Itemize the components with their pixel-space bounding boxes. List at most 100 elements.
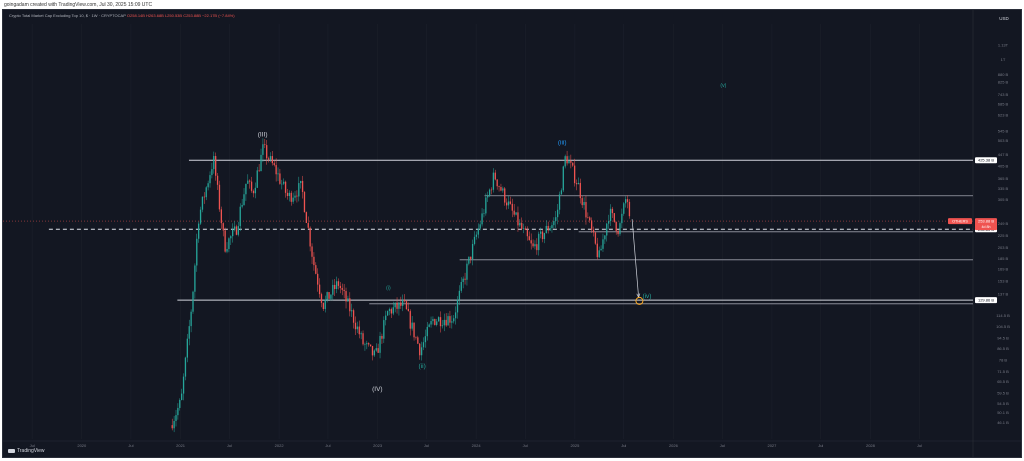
price-tick-label: 1T <box>1001 57 1006 62</box>
candle-body <box>530 240 532 244</box>
price-tick-label: 46.1 B <box>997 420 1009 425</box>
candle-body <box>392 307 394 314</box>
candle-body <box>334 284 336 290</box>
price-tick-label: 59.5 B <box>997 391 1009 396</box>
candle-body <box>403 300 406 302</box>
price-chart[interactable]: USD 1.13T 1T 880 B 825 B 743 B 685 B 623 B 545 B… <box>3 10 1022 458</box>
price-tick-label: 365 B <box>998 176 1009 181</box>
candle-body <box>547 225 549 231</box>
currency-label[interactable]: USD <box>999 16 1009 21</box>
symbol-tag-label: OTHERS <box>952 220 968 224</box>
candle-body <box>426 326 428 337</box>
candle-body <box>556 209 559 218</box>
candle-body <box>405 301 408 310</box>
candle-body <box>528 236 530 241</box>
candle-body <box>604 235 606 240</box>
symbol-legend[interactable]: Crypto Total Market Cap Excluding Top 10… <box>9 13 235 18</box>
candle-body <box>417 337 419 344</box>
price-tick-label: 71.5 B <box>997 369 1009 374</box>
candle-body <box>490 189 493 191</box>
candle-body <box>494 172 496 180</box>
candle-body <box>560 190 563 195</box>
candle-body <box>498 186 500 187</box>
candle-body <box>371 346 374 356</box>
candle-body <box>511 203 513 211</box>
tradingview-logo-icon <box>8 448 15 453</box>
candle-body <box>303 192 306 213</box>
current-price-tag <box>975 218 997 231</box>
candle-body <box>381 335 383 339</box>
price-tick-label: 225 B <box>998 233 1009 238</box>
candle-body <box>592 229 595 233</box>
price-tick-label: 94.5 B <box>997 336 1009 341</box>
candle-body <box>555 217 557 222</box>
candle-body <box>409 311 411 329</box>
candle-body <box>375 348 377 351</box>
candle-body <box>432 319 434 322</box>
candle-body <box>228 238 230 249</box>
candle-body <box>345 291 347 302</box>
time-tick-label: 2028 <box>866 443 876 448</box>
time-tick-label: Jul <box>227 443 232 448</box>
time-tick-label: 2026 <box>669 443 679 448</box>
time-tick-label: 2022 <box>275 443 285 448</box>
level-price-tag-label: 129.86 B <box>978 298 994 303</box>
tradingview-logo[interactable]: TradingView <box>8 448 45 454</box>
price-tick-label: 54.5 B <box>997 401 1009 406</box>
price-tick-label: 114.5 B <box>996 313 1010 318</box>
candle-body <box>388 309 391 312</box>
candle-body <box>339 285 342 289</box>
time-tick-label: Jul <box>720 443 725 448</box>
candle-body <box>566 156 568 164</box>
candle-body <box>441 325 444 327</box>
candle-body <box>209 175 211 184</box>
price-tick-label: 335 B <box>998 186 1009 191</box>
time-tick-label: Jul <box>30 443 35 448</box>
wave-label: (iv) <box>642 293 651 300</box>
time-tick-label: 2024 <box>472 443 482 448</box>
price-tick-label: 545 B <box>998 128 1009 133</box>
candle-body <box>267 158 270 160</box>
price-tick-label: 305 B <box>998 197 1009 202</box>
wave-label: (III) <box>258 132 268 139</box>
price-tick-label: 743 B <box>998 92 1009 97</box>
candle-body <box>292 197 294 202</box>
candle-body <box>324 299 326 309</box>
candle-body <box>271 156 274 164</box>
candle-body <box>326 292 328 300</box>
candle-body <box>594 232 597 244</box>
candle-body <box>551 225 553 229</box>
candle-body <box>407 309 410 312</box>
candle-body <box>307 222 309 228</box>
candle-body <box>235 226 238 235</box>
candle-body <box>579 182 581 199</box>
candle-body <box>277 173 279 175</box>
candle-body <box>462 278 464 282</box>
candle-body <box>458 290 461 300</box>
candle-body <box>201 196 204 210</box>
candle-body <box>286 192 289 197</box>
candle-body <box>173 420 175 429</box>
candle-body <box>351 310 353 312</box>
symbol-title: Crypto Total Market Cap Excluding Top 10… <box>9 13 126 18</box>
candle-body <box>590 220 593 230</box>
candle-body <box>628 201 631 217</box>
candle-body <box>245 183 247 195</box>
symbol-tag <box>948 218 972 225</box>
candle-body <box>177 407 179 416</box>
candle-body <box>335 281 338 290</box>
candle-body <box>249 180 251 182</box>
time-tick-label: 2020 <box>77 443 87 448</box>
candle-body <box>536 244 538 251</box>
candle-body <box>505 202 508 206</box>
candle-body <box>237 226 240 235</box>
price-tick-label: 78 B <box>999 358 1008 363</box>
price-tick-label: 65.5 B <box>997 379 1009 384</box>
candle-body <box>581 198 583 206</box>
candle-body <box>475 234 478 237</box>
candle-body <box>564 156 566 167</box>
candle-body <box>488 189 491 196</box>
candle-body <box>254 187 257 194</box>
chart-panel[interactable]: USD 1.13T 1T 880 B 825 B 743 B 685 B 623 B 545 B… <box>2 9 1022 458</box>
level-price-tag <box>975 157 997 164</box>
